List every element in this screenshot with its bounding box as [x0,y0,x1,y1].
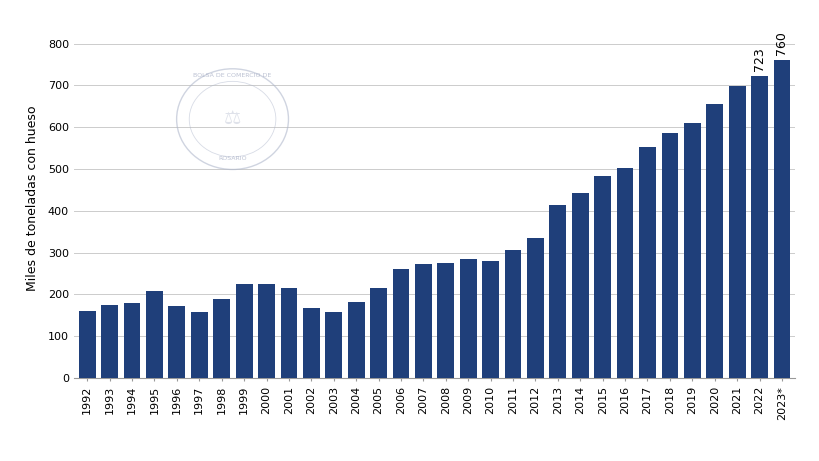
Bar [146,291,163,378]
Text: BOLSA DE COMERCIO DE: BOLSA DE COMERCIO DE [193,73,271,78]
Bar [437,263,454,378]
Bar [549,205,566,378]
Bar [571,193,588,378]
Text: 760: 760 [775,31,788,55]
Text: 723: 723 [752,47,765,71]
Bar [482,261,499,378]
Text: ROSARIO: ROSARIO [218,156,247,161]
Bar [616,168,633,378]
Bar [325,313,342,378]
Bar [638,147,655,378]
Bar [772,60,790,378]
Bar [705,104,722,378]
Text: ⚖: ⚖ [224,110,241,129]
Bar [504,250,521,378]
Bar [527,238,543,378]
Bar [414,264,432,378]
Bar [594,176,610,378]
Bar [101,305,118,378]
Bar [213,299,230,378]
Y-axis label: Miles de toneladas con hueso: Miles de toneladas con hueso [26,106,39,291]
Bar [124,303,140,378]
Bar [347,301,364,378]
Bar [280,288,297,378]
Bar [302,308,319,378]
Bar [79,311,96,378]
Bar [728,86,744,378]
Bar [258,284,274,378]
Bar [369,288,387,378]
Bar [392,269,409,378]
Bar [750,76,767,378]
Bar [661,133,677,378]
Bar [459,259,476,378]
Bar [683,123,700,378]
Bar [235,284,252,378]
Bar [191,313,207,378]
Bar [168,306,185,378]
